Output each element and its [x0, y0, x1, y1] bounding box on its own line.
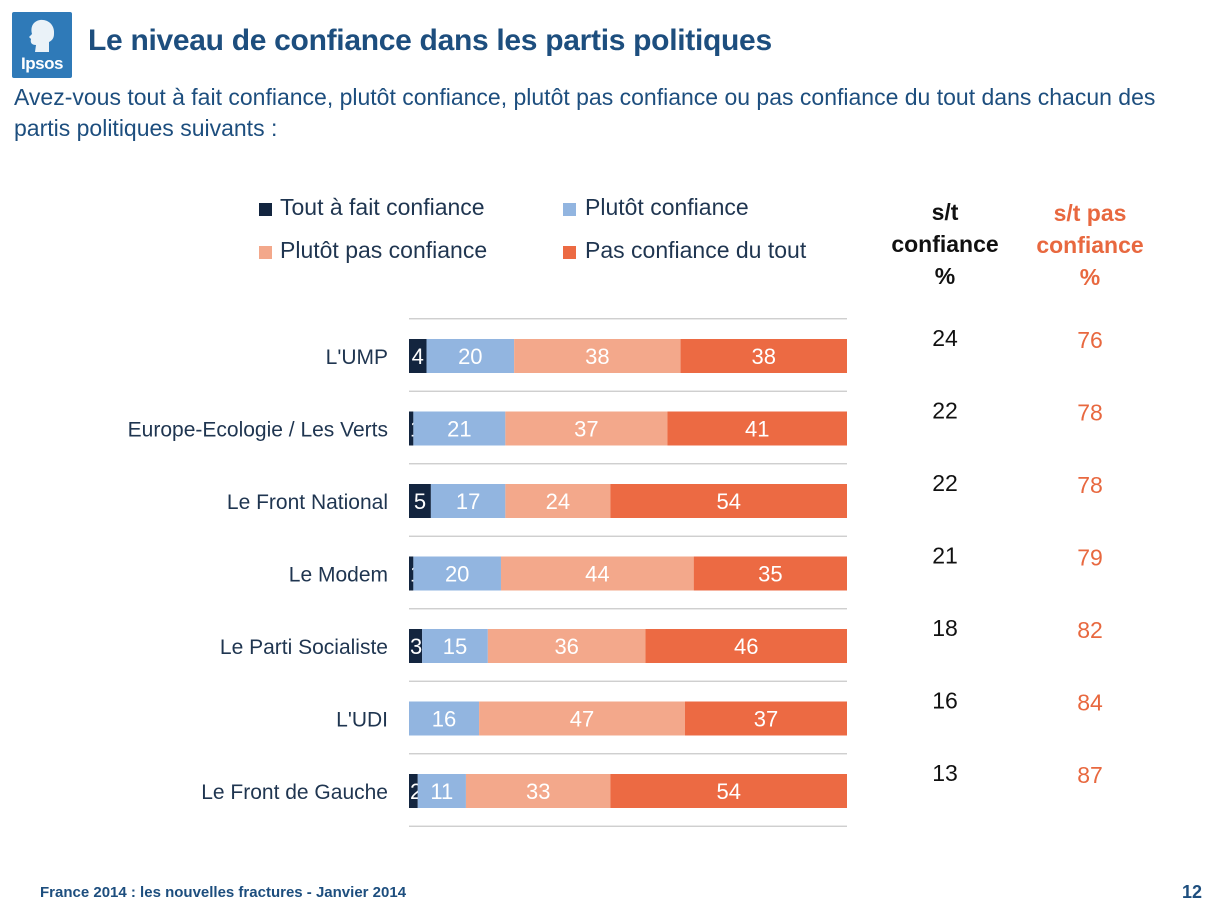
total-pas-confiance: 84	[1077, 690, 1103, 716]
page-number: 12	[1181, 882, 1202, 902]
total-pas-confiance: 78	[1077, 472, 1103, 498]
total-confiance: 13	[932, 760, 958, 786]
data-label-tout-a-fait: 4	[412, 344, 424, 369]
data-label-plutot: 17	[456, 489, 480, 514]
bar-segment-pas-du-tout	[667, 411, 847, 446]
data-label-pas-du-tout: 41	[745, 417, 769, 442]
data-label-plutot: 20	[445, 562, 469, 587]
data-label-plutot-pas: 38	[585, 344, 609, 369]
total-pas-confiance: 79	[1077, 545, 1103, 571]
bar-segment-plutot-pas	[505, 484, 611, 518]
legend-swatch-plutot	[563, 203, 576, 216]
legend-swatch-tout-a-fait	[259, 203, 272, 216]
footer-source: France 2014 : les nouvelles fractures - …	[40, 884, 407, 901]
total-pas-confiance: 76	[1077, 327, 1103, 353]
data-label-plutot-pas: 47	[570, 707, 594, 732]
bar-segment-pas-du-tout	[610, 774, 847, 808]
category-label: L'UDI	[336, 709, 388, 732]
page-subtitle: Avez-vous tout à fait confiance, plutôt …	[14, 84, 1156, 141]
total-pas-confiance: 87	[1077, 762, 1103, 788]
bar-segment-plutot	[413, 411, 506, 446]
bar-segment-plutot-pas	[505, 411, 668, 446]
page-title: Le niveau de confiance dans les partis p…	[88, 24, 772, 57]
bar-segment-tout-a-fait	[409, 484, 431, 518]
total-confiance: 22	[932, 398, 958, 424]
bar-segment-plutot	[413, 556, 501, 591]
bar-segment-pas-du-tout	[610, 484, 847, 518]
category-label: Le Front National	[227, 491, 388, 514]
data-label-pas-du-tout: 54	[716, 489, 740, 514]
legend-label-plutot-pas: Plutôt pas confiance	[280, 237, 488, 263]
total-confiance: 22	[932, 470, 958, 496]
column-header-pas-confiance-line3: %	[1079, 264, 1101, 290]
category-label: Le Parti Socialiste	[220, 636, 388, 659]
data-label-tout-a-fait: 5	[414, 489, 426, 514]
column-header-pas-confiance-line2: confiance	[1036, 232, 1144, 258]
bar-segment-plutot-pas	[479, 701, 685, 736]
data-label-pas-du-tout: 38	[752, 344, 776, 369]
data-label-pas-du-tout: 46	[734, 634, 758, 659]
bar-segment-plutot-pas	[465, 774, 611, 808]
data-label-plutot-pas: 24	[546, 489, 570, 514]
column-header-pas-confiance-line1: s/t pas	[1053, 200, 1127, 226]
data-label-plutot-pas: 33	[526, 779, 550, 804]
bar-segment-tout-a-fait	[409, 411, 414, 446]
data-label-pas-du-tout: 35	[758, 562, 782, 587]
data-label-plutot-pas: 36	[554, 634, 578, 659]
data-label-plutot-pas: 44	[585, 562, 609, 587]
data-label-pas-du-tout: 54	[716, 779, 740, 804]
category-label: L'UMP	[326, 346, 388, 369]
total-confiance: 16	[932, 688, 958, 714]
data-label-plutot: 16	[432, 707, 456, 732]
bar-segment-pas-du-tout	[645, 629, 847, 663]
data-label-plutot: 20	[458, 344, 482, 369]
total-confiance: 21	[932, 543, 958, 569]
bar-segment-pas-du-tout	[684, 701, 847, 736]
data-label-plutot: 15	[443, 634, 467, 659]
legend-label-tout-a-fait: Tout à fait confiance	[280, 194, 485, 220]
bar-segment-tout-a-fait	[409, 556, 414, 591]
bar-segment-pas-du-tout	[680, 339, 847, 373]
category-label: Europe-Ecologie / Les Verts	[128, 419, 388, 442]
bar-segment-pas-du-tout	[693, 556, 847, 591]
category-label: Le Modem	[289, 564, 388, 587]
column-header-confiance-line2: confiance	[891, 231, 999, 257]
bar-segment-plutot	[422, 629, 488, 663]
data-label-plutot: 21	[447, 417, 471, 442]
ipsos-logo: Ipsos	[12, 12, 72, 78]
legend-swatch-pas-du-tout	[563, 246, 576, 259]
bar-segment-plutot-pas	[500, 556, 694, 591]
data-label-plutot-pas: 37	[574, 417, 598, 442]
bar-segment-tout-a-fait	[409, 629, 423, 663]
bar-segment-tout-a-fait	[409, 339, 427, 373]
category-label: Le Front de Gauche	[201, 781, 388, 804]
bar-segment-tout-a-fait	[409, 774, 418, 808]
legend-label-pas-du-tout: Pas confiance du tout	[585, 237, 807, 263]
column-header-confiance-line3: %	[934, 263, 956, 289]
data-label-tout-a-fait: 3	[410, 634, 422, 659]
legend-swatch-plutot-pas	[259, 246, 272, 259]
column-header-confiance-line1: s/t	[931, 199, 959, 225]
bar-segment-plutot	[426, 339, 515, 373]
total-confiance: 24	[932, 325, 958, 351]
total-pas-confiance: 82	[1077, 617, 1103, 643]
bar-segment-plutot-pas	[487, 629, 646, 663]
column-header-pas-confiance: s/t pas confiance %	[1020, 197, 1160, 293]
data-label-pas-du-tout: 37	[754, 707, 778, 732]
data-label-plutot: 11	[430, 779, 453, 804]
bar-segment-plutot-pas	[514, 339, 681, 373]
legend-label-plutot: Plutôt confiance	[585, 194, 749, 220]
bar-segment-plutot	[409, 701, 480, 736]
column-header-confiance: s/t confiance %	[875, 196, 1015, 292]
bar-segment-plutot	[430, 484, 506, 518]
bar-segment-plutot	[417, 774, 466, 808]
total-confiance: 18	[932, 615, 958, 641]
head-silhouette-icon	[29, 19, 55, 52]
total-pas-confiance: 78	[1077, 400, 1103, 426]
logo-text: Ipsos	[21, 54, 63, 73]
